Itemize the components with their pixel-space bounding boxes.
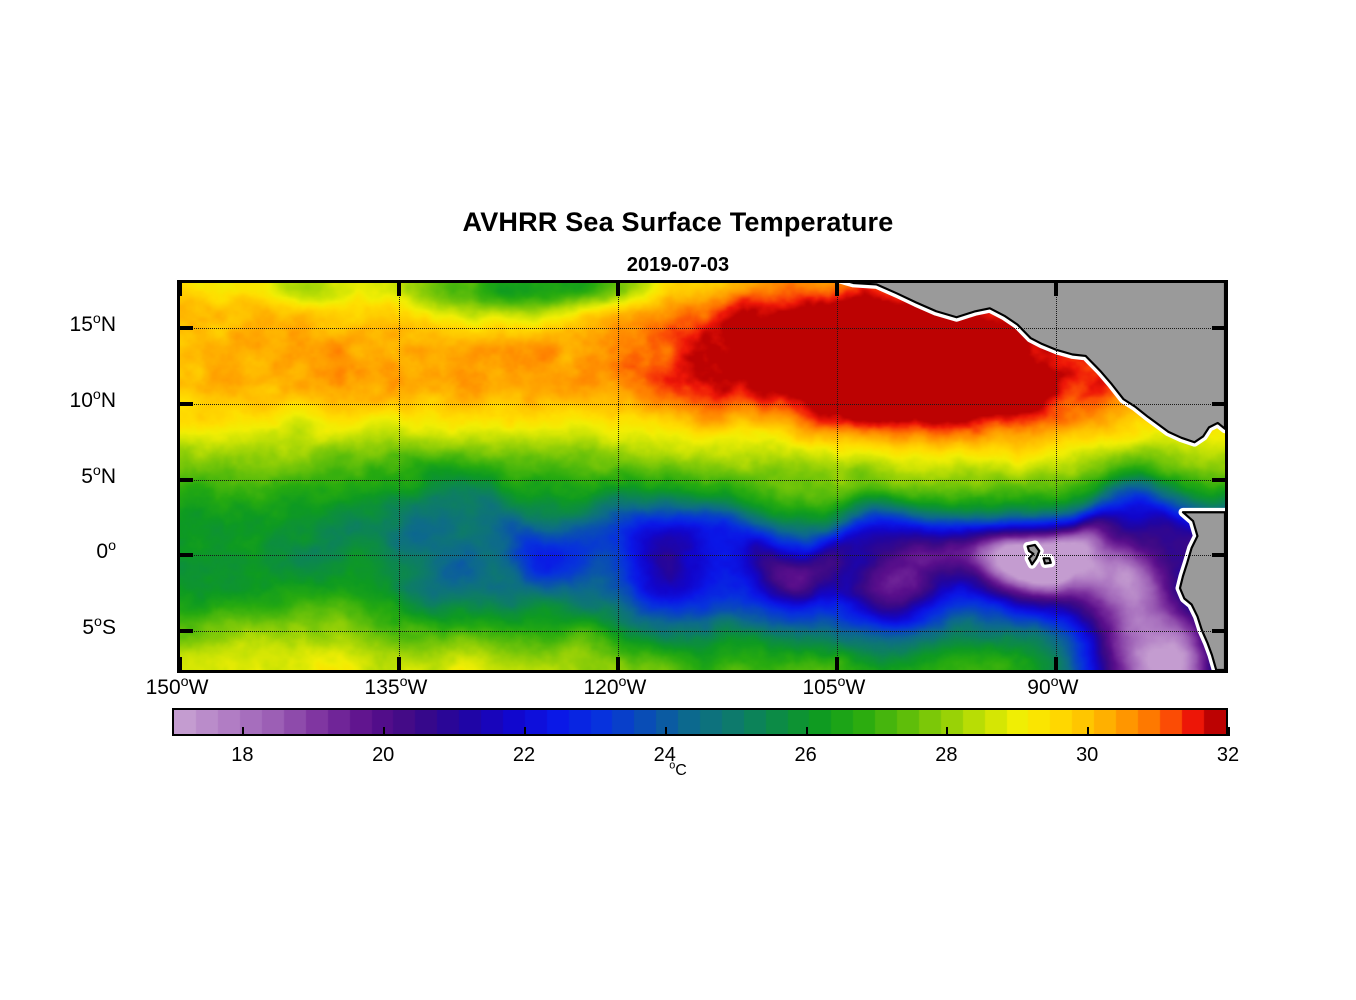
x-axis-tick bbox=[615, 283, 620, 296]
landmass-galapagos-santacruz bbox=[1042, 557, 1052, 565]
colorbar-tick bbox=[1228, 727, 1230, 736]
colorbar-tick-label: 22 bbox=[512, 744, 536, 766]
y-axis-tick bbox=[180, 553, 193, 558]
y-axis-tick bbox=[1212, 326, 1225, 331]
colorbar-tick-label: 30 bbox=[1076, 744, 1099, 766]
x-axis-tick bbox=[834, 283, 839, 296]
y-axis-tick bbox=[180, 401, 193, 406]
x-axis-tick-label: 150oW bbox=[145, 674, 209, 699]
x-axis-tick bbox=[1053, 283, 1058, 296]
colorbar-tick bbox=[383, 727, 386, 736]
y-axis-tick bbox=[1212, 628, 1225, 633]
y-axis-tick bbox=[1212, 553, 1225, 558]
y-axis-tick bbox=[180, 628, 193, 633]
x-axis-tick bbox=[180, 657, 182, 670]
colorbar-tick bbox=[946, 727, 949, 736]
x-axis-tick bbox=[396, 657, 401, 670]
x-axis-tick bbox=[1053, 657, 1058, 670]
x-axis-tick-label: 120oW bbox=[583, 674, 647, 699]
y-axis-tick bbox=[1212, 477, 1225, 482]
colorbar-tick-label: 28 bbox=[935, 744, 958, 766]
x-axis-tick-label: 105oW bbox=[802, 674, 866, 699]
colorbar-tick-label: 32 bbox=[1216, 744, 1240, 766]
landmass-galapagos-isabela bbox=[1026, 543, 1041, 566]
x-axis-tick bbox=[180, 283, 182, 296]
figure-subtitle: 2019-07-03 bbox=[626, 254, 730, 276]
colorbar-unit-label: oC bbox=[0, 759, 1356, 780]
x-axis-tick bbox=[615, 657, 620, 670]
landmass-central-america-mexico bbox=[849, 283, 1225, 444]
colorbar-gradient bbox=[172, 708, 1228, 736]
colorbar-tick-label: 26 bbox=[794, 744, 817, 766]
y-axis-tick bbox=[180, 477, 193, 482]
colorbar-tick-label: 24 bbox=[653, 744, 676, 766]
x-axis-tick bbox=[834, 657, 839, 670]
colorbar-unit-text: oC bbox=[669, 759, 687, 779]
colorbar bbox=[172, 708, 1230, 736]
colorbar-tick bbox=[1087, 727, 1090, 736]
sst-map-axes bbox=[177, 280, 1228, 673]
colorbar-tick-label: 18 bbox=[231, 744, 254, 766]
colorbar-tick bbox=[524, 727, 526, 736]
figure-title: AVHRR Sea Surface Temperature bbox=[462, 207, 894, 237]
x-axis-tick bbox=[396, 283, 401, 296]
x-axis-tick-label: 135oW bbox=[364, 674, 428, 699]
colorbar-tick bbox=[805, 727, 808, 736]
land-mask-layer bbox=[180, 283, 1225, 670]
x-axis-tick-label: 90oW bbox=[1027, 674, 1079, 699]
colorbar-tick-label: 20 bbox=[372, 744, 395, 766]
y-axis-tick bbox=[180, 326, 193, 331]
colorbar-tick bbox=[242, 727, 245, 736]
y-axis-tick bbox=[1212, 401, 1225, 406]
colorbar-tick bbox=[664, 727, 667, 736]
landmass-south-america-nw bbox=[1178, 511, 1225, 670]
